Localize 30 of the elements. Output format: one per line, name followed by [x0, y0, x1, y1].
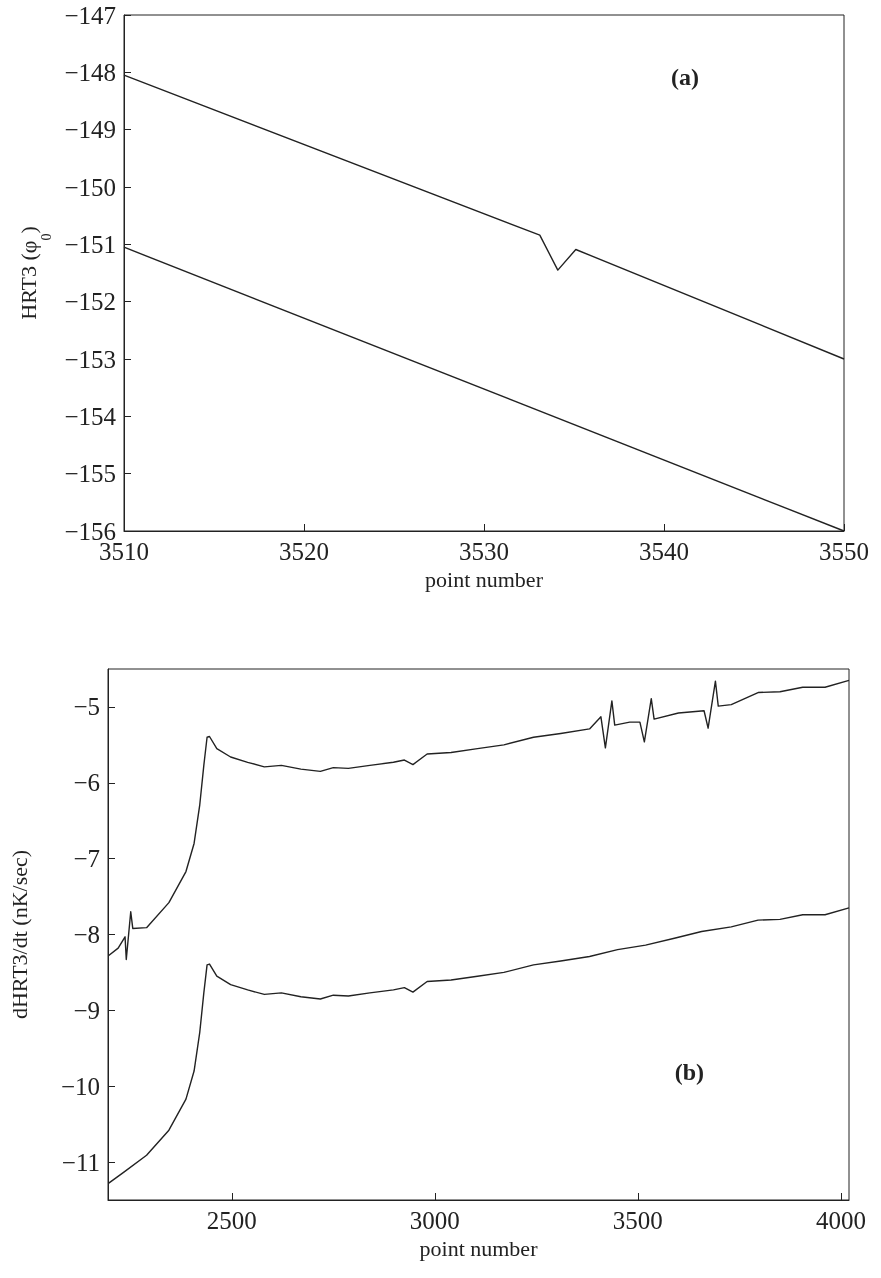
x-axis-title: point number	[425, 567, 544, 593]
y-tick-label: −148	[64, 58, 116, 86]
y-tick-label: −149	[64, 116, 116, 144]
x-tick-label: 3000	[409, 1207, 460, 1234]
x-tick-label: 3530	[459, 538, 509, 565]
y-tick-label: −6	[73, 769, 100, 797]
y-tick-label: −147	[64, 1, 116, 29]
y-tick-label: −154	[64, 402, 117, 430]
y-tick-label: −151	[64, 230, 116, 258]
y-tick-label: −155	[64, 460, 116, 488]
y-tick-label: −7	[73, 845, 100, 873]
x-tick-label: 2500	[206, 1207, 257, 1234]
y-tick-label: −11	[61, 1148, 100, 1176]
y-tick-label: −150	[64, 173, 116, 201]
x-tick-label: 3520	[279, 538, 329, 565]
x-axis-title: point number	[419, 1236, 539, 1262]
y-axis-title: HRT3 (φ0)	[16, 226, 54, 320]
x-tick-label: 3540	[639, 538, 689, 565]
y-tick-label: −5	[73, 693, 100, 721]
x-tick-label: 3550	[819, 538, 869, 565]
annotation: (a)	[671, 64, 699, 90]
y-axis-title: dHRT3/dt (nK/sec)	[6, 849, 32, 1020]
y-tick-label: −8	[73, 921, 100, 948]
y-tick-label: −152	[64, 288, 116, 316]
y-tick-label: −10	[60, 1072, 100, 1100]
x-tick-label: 4000	[815, 1207, 866, 1234]
annotation: (b)	[674, 1059, 705, 1085]
y-tick-label: −9	[73, 996, 100, 1024]
y-tick-label: −153	[64, 345, 116, 373]
x-tick-label: 3500	[612, 1207, 663, 1234]
